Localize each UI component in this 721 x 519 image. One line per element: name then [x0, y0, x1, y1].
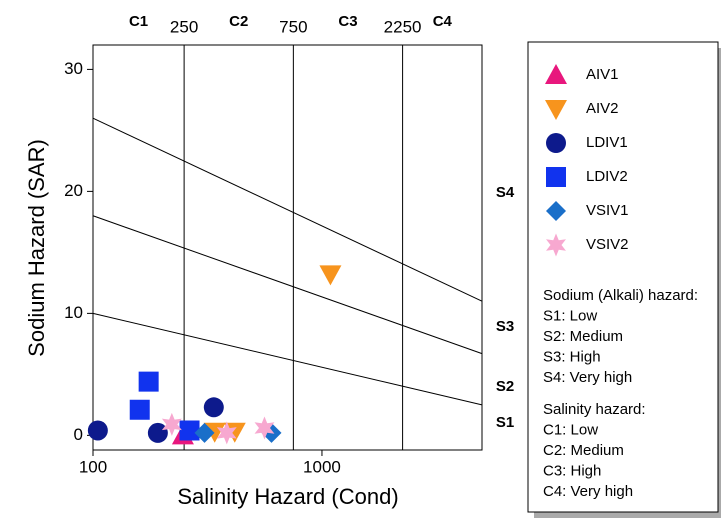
point [147, 422, 168, 443]
c-boundary-label: 250 [170, 17, 198, 36]
x-axis-label: Salinity Hazard (Cond) [177, 484, 398, 509]
point [161, 412, 182, 436]
s-label: S1 [496, 414, 514, 431]
point [179, 420, 200, 441]
salinity-note: C2: Medium [543, 442, 624, 459]
point [319, 265, 342, 286]
point [194, 422, 215, 443]
legend-label: LDIV2 [586, 168, 628, 185]
legend-marker [546, 201, 566, 221]
salinity-note: C1: Low [543, 421, 598, 438]
y-tick-label: 10 [64, 303, 83, 322]
sodium-note: S4: Very high [543, 369, 632, 386]
legend-marker [546, 133, 566, 153]
y-tick-label: 30 [64, 59, 83, 78]
s-label: S3 [496, 318, 514, 335]
x-tick-label: 1000 [303, 457, 341, 476]
salinity-note: Salinity hazard: [543, 401, 646, 418]
legend-label: VSIV1 [586, 202, 629, 219]
y-axis-label: Sodium Hazard (SAR) [24, 139, 49, 357]
salinity-note: C4: Very high [543, 483, 633, 500]
s-label: S4 [496, 184, 515, 201]
sodium-note: S1: Low [543, 307, 597, 324]
y-tick-label: 20 [64, 181, 83, 200]
plot-frame [92, 44, 483, 451]
s-boundary [92, 215, 483, 355]
c-label: C1 [129, 13, 148, 30]
c-boundary-label: 2250 [384, 17, 422, 36]
x-tick-label: 100 [79, 457, 107, 476]
point [87, 420, 108, 441]
c-boundary-label: 750 [279, 17, 307, 36]
sodium-note: Sodium (Alkali) hazard: [543, 287, 698, 304]
legend-box [527, 41, 719, 513]
legend-marker [545, 64, 567, 84]
legend-marker [546, 167, 566, 187]
y-tick-label: 0 [74, 425, 83, 444]
c-label: C4 [433, 13, 453, 30]
point [203, 397, 224, 418]
legend-label: LDIV1 [586, 134, 628, 151]
legend-label: VSIV2 [586, 236, 629, 253]
sodium-note: S3: High [543, 348, 601, 365]
point [129, 399, 150, 420]
legend-marker [545, 100, 567, 120]
point [254, 416, 275, 440]
salinity-note: C3: High [543, 462, 601, 479]
point [216, 421, 237, 445]
legend-marker [546, 233, 566, 257]
legend-label: AIV1 [586, 66, 619, 83]
sodium-note: S2: Medium [543, 328, 623, 345]
s-boundary [92, 312, 483, 406]
s-label: S2 [496, 378, 514, 395]
c-label: C3 [338, 13, 357, 30]
point [138, 371, 159, 392]
c-label: C2 [229, 13, 248, 30]
s-boundary [92, 117, 483, 302]
legend-label: AIV2 [586, 100, 619, 117]
